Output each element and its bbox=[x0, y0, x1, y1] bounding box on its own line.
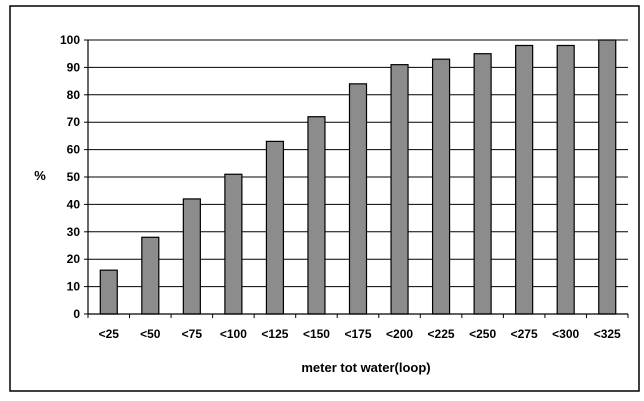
x-tick-label: <200 bbox=[386, 327, 413, 341]
bar bbox=[182, 198, 201, 315]
bar bbox=[224, 173, 243, 315]
x-tick-labels: <25 <50 <75 <100 <125 <150 <175 <200 <225 <250 <27… bbox=[99, 327, 621, 341]
y-tick-label: 10 bbox=[67, 280, 81, 294]
x-tick-label: <300 bbox=[552, 327, 579, 341]
gridlines bbox=[88, 39, 628, 288]
bar bbox=[515, 44, 534, 315]
y-tick-label: 30 bbox=[67, 225, 81, 239]
bars bbox=[99, 39, 617, 315]
x-tick-label: <275 bbox=[511, 327, 538, 341]
y-tick-label: 60 bbox=[67, 143, 81, 157]
x-tick-label: <100 bbox=[220, 327, 247, 341]
bar bbox=[390, 64, 409, 315]
x-tick-label: <150 bbox=[303, 327, 330, 341]
bar bbox=[431, 58, 451, 315]
y-tick-label: 0 bbox=[73, 307, 80, 321]
x-tick-label: <50 bbox=[140, 327, 161, 341]
x-tick-label: <175 bbox=[344, 327, 371, 341]
y-axis-title: % bbox=[34, 168, 46, 183]
bar bbox=[307, 116, 326, 315]
x-tick-label: <125 bbox=[261, 327, 288, 341]
bar bbox=[473, 53, 492, 315]
bar bbox=[348, 83, 368, 315]
x-tick-label: <25 bbox=[99, 327, 120, 341]
bar bbox=[556, 44, 575, 315]
x-axis-title: meter tot water(loop) bbox=[301, 360, 430, 375]
x-tick-label: <225 bbox=[428, 327, 455, 341]
y-tick-label: 100 bbox=[60, 33, 80, 47]
axes bbox=[84, 39, 629, 318]
bar bbox=[265, 140, 285, 315]
y-tick-labels: 0 10 20 30 40 50 60 70 80 90 100 bbox=[60, 33, 80, 321]
bar bbox=[99, 269, 118, 315]
x-tick-label: <325 bbox=[594, 327, 621, 341]
y-tick-label: 40 bbox=[67, 197, 81, 211]
bar bbox=[598, 39, 617, 315]
bar bbox=[141, 236, 160, 315]
y-tick-label: 90 bbox=[67, 60, 81, 74]
x-tick-label: <250 bbox=[469, 327, 496, 341]
y-tick-label: 20 bbox=[67, 252, 81, 266]
x-tick-label: <75 bbox=[182, 327, 203, 341]
y-tick-label: 70 bbox=[67, 115, 81, 129]
y-tick-label: 80 bbox=[67, 88, 81, 102]
y-tick-label: 50 bbox=[67, 170, 81, 184]
